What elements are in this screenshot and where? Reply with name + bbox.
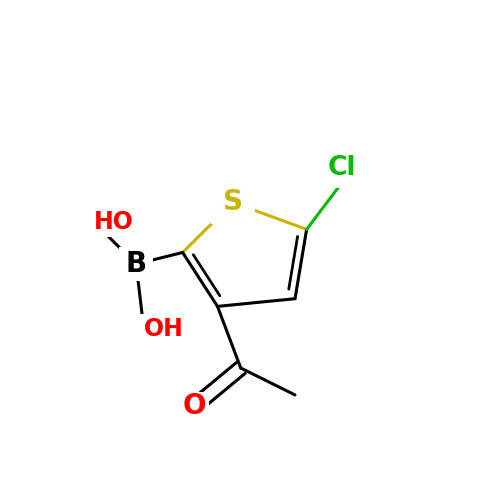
FancyBboxPatch shape [211, 180, 255, 224]
FancyBboxPatch shape [62, 206, 126, 237]
FancyBboxPatch shape [180, 392, 208, 420]
Text: S: S [223, 188, 243, 216]
Text: Cl: Cl [327, 155, 356, 181]
Text: OH: OH [144, 318, 184, 342]
Text: HO: HO [94, 210, 134, 234]
Text: O: O [182, 392, 206, 420]
FancyBboxPatch shape [316, 148, 368, 188]
FancyBboxPatch shape [119, 247, 153, 281]
Text: B: B [126, 250, 146, 278]
FancyBboxPatch shape [112, 314, 176, 345]
